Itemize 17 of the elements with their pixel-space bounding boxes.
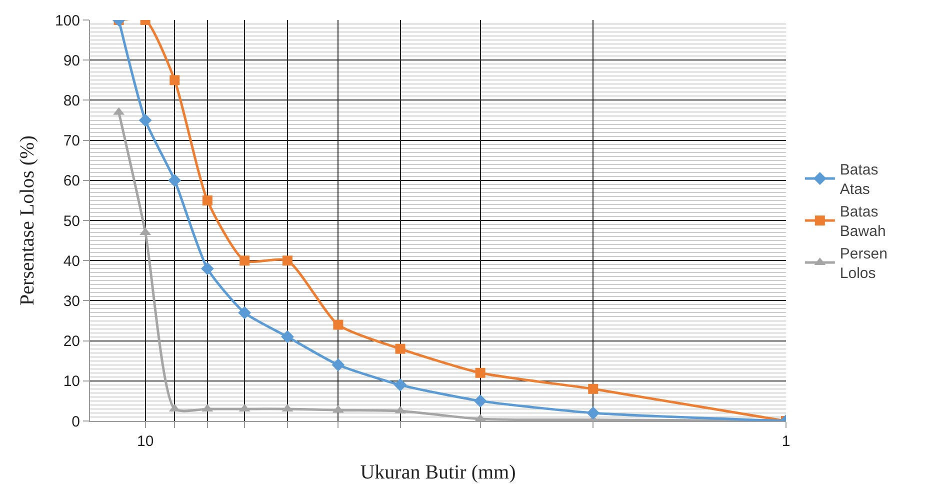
y-tick-label: 70 (63, 132, 80, 150)
y-tick-label: 10 (63, 373, 80, 390)
x-axis-title: Ukuran Butir (mm) (360, 462, 516, 484)
y-axis-title: Persentase Lolos (%) (16, 136, 38, 306)
legend-label: Batas Bawah (840, 204, 886, 240)
x-tick-label: 1 (782, 433, 790, 450)
y-tick-label: 0 (72, 413, 80, 430)
y-tick-label: 60 (63, 172, 80, 190)
legend-label: Batas Atas (840, 162, 878, 198)
y-tick-label: 80 (63, 92, 80, 110)
y-tick-label: 20 (63, 333, 80, 350)
y-tick-label: 100 (54, 12, 80, 30)
y-tick-label: 90 (63, 52, 80, 70)
y-tick-label: 30 (63, 292, 80, 310)
y-tick-label: 40 (63, 252, 80, 270)
legend-label: Persen Lolos (840, 246, 888, 282)
y-tick-label: 50 (63, 212, 80, 230)
